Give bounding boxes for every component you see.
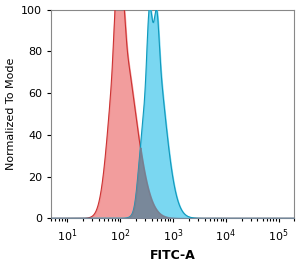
Y-axis label: Normalized To Mode: Normalized To Mode [6, 58, 16, 170]
X-axis label: FITC-A: FITC-A [150, 250, 196, 262]
